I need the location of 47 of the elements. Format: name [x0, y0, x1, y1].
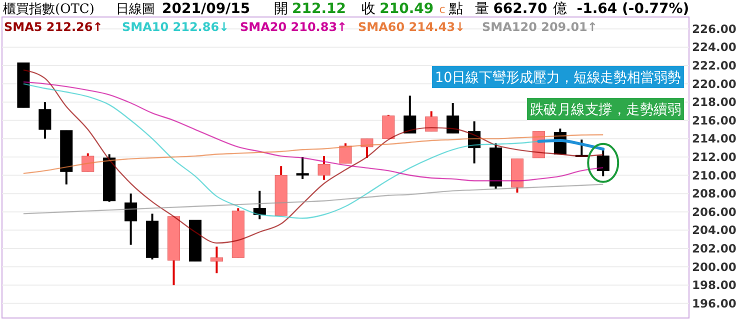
text: SMA20 210.83↑ [240, 20, 348, 34]
text: SMA120 209.01↑ [482, 20, 598, 34]
y-tick-label: 206.00 [692, 204, 736, 219]
annotation: 億 [552, 1, 567, 17]
y-tick-label: 218.00 [692, 95, 736, 110]
text: SMA60 214.43↓ [358, 20, 466, 34]
y-tick-label: 200.00 [692, 260, 736, 274]
annotation: -1.64 (-0.77%) [576, 1, 690, 17]
candlestick [82, 152, 94, 173]
y-tick-label: 202.00 [692, 241, 736, 256]
y-tick-label: 208.00 [692, 186, 736, 201]
candlestick [404, 94, 416, 134]
y-tick-label: 224.00 [692, 40, 736, 54]
y-tick-label: 212.00 [692, 150, 736, 164]
annotation: 10日線下彎形成壓力，短線走勢相當弱勢 [435, 70, 691, 86]
annotation: 開 [274, 1, 288, 17]
annotation: 2021/09/15 [162, 1, 250, 17]
candlestick [596, 148, 610, 178]
y-tick-label: 196.00 [692, 296, 736, 310]
candlestick [339, 142, 352, 164]
y-tick-label: 222.00 [692, 58, 736, 73]
text: SMA5 212.26↑ [4, 20, 103, 34]
y-tick-label: 210.00 [692, 168, 736, 182]
candlestick [38, 101, 52, 140]
annotation: 量 [475, 1, 490, 17]
candlestick [318, 155, 330, 181]
y-tick-label: 198.00 [692, 278, 736, 292]
annotation: 收 [362, 1, 376, 17]
y-tick-label: 204.00 [692, 223, 736, 238]
text: c [439, 3, 446, 16]
text: SMA10 212.86↓ [122, 20, 230, 34]
chart-title: 櫃買指數(OTC) [3, 2, 94, 17]
candlestick [210, 246, 223, 274]
candlestick [124, 192, 138, 246]
annotation: 點 [448, 1, 464, 17]
candlestick [382, 114, 395, 140]
annotation: 662.70 [493, 1, 548, 17]
y-tick-label: 226.00 [692, 22, 736, 36]
candlestick [296, 156, 309, 180]
annotation: 212.12 [292, 1, 346, 17]
y-tick-label: 220.00 [692, 76, 736, 91]
candlestick [446, 102, 460, 134]
y-tick-label: 214.00 [692, 132, 736, 146]
annotation: 210.49 [380, 1, 434, 17]
annotation: 跌破月線支撐，走勢續弱 [530, 102, 684, 118]
chart-subtitle: 日線圖 [116, 2, 155, 17]
y-tick-label: 216.00 [692, 113, 736, 128]
